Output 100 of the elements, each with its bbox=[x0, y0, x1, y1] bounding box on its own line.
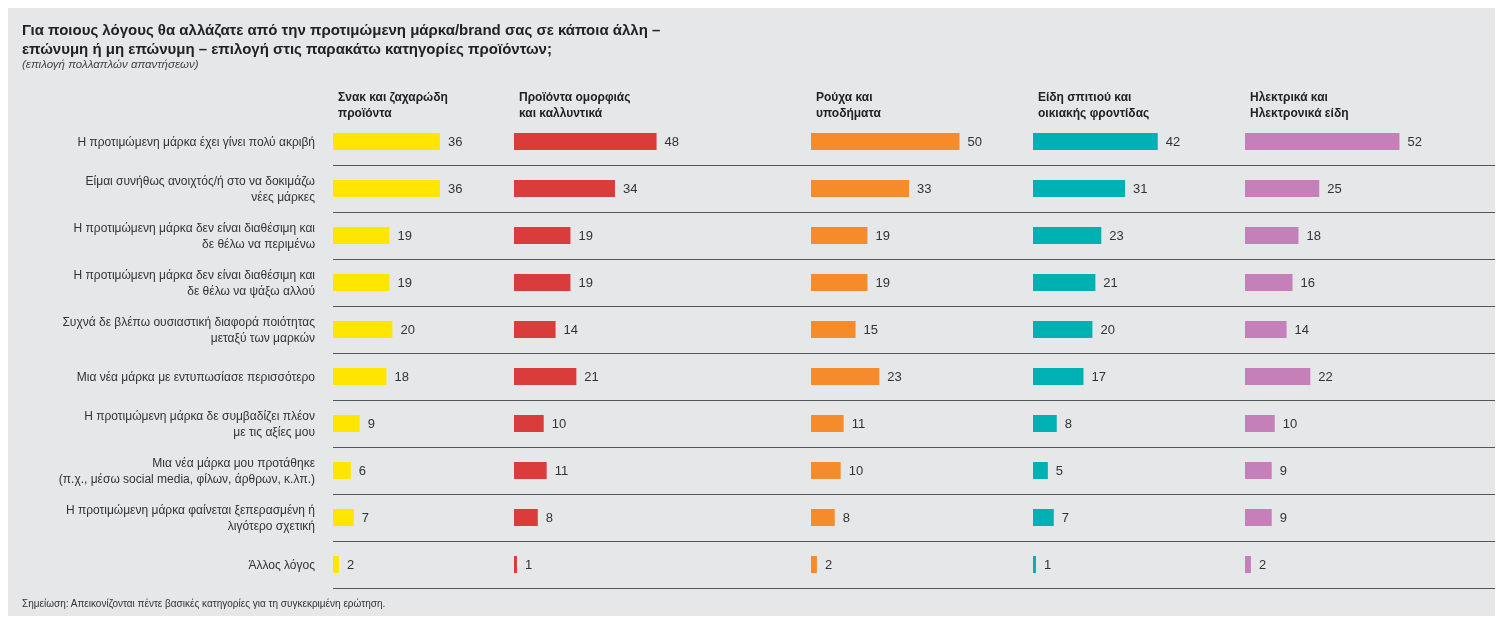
y-tick-label: Συχνά δε βλέπω ουσιαστική διαφορά ποιότητας μεταξύ των μαρκών bbox=[62, 314, 316, 345]
bar bbox=[811, 368, 880, 385]
data-label: 8 bbox=[1064, 416, 1072, 431]
data-label: 14 bbox=[563, 322, 579, 337]
data-label: 11 bbox=[851, 416, 866, 431]
bar bbox=[1033, 509, 1054, 526]
data-label: 15 bbox=[863, 322, 879, 337]
bar bbox=[811, 274, 868, 291]
bar bbox=[811, 415, 844, 432]
data-label: 11 bbox=[554, 463, 569, 478]
data-label: 1 bbox=[1043, 557, 1052, 572]
bar bbox=[514, 368, 577, 385]
data-label: 8 bbox=[545, 510, 553, 525]
bar bbox=[514, 509, 538, 526]
bar bbox=[1245, 180, 1320, 197]
y-tick-label: Μια νέα μάρκα μου προτάθηκε (π.χ., μέσω social media, φίλων, άρθρων, κ.λπ.) bbox=[58, 455, 316, 486]
data-label: 10 bbox=[551, 416, 567, 431]
bar bbox=[333, 415, 360, 432]
bar bbox=[514, 133, 657, 150]
data-label: 23 bbox=[887, 369, 902, 384]
data-label: 19 bbox=[875, 275, 890, 290]
bar bbox=[1033, 274, 1096, 291]
data-label: 21 bbox=[1103, 275, 1118, 290]
bar bbox=[514, 556, 517, 573]
data-label: 42 bbox=[1165, 134, 1181, 149]
data-label: 20 bbox=[400, 322, 415, 337]
bar bbox=[1245, 133, 1400, 150]
bar bbox=[811, 180, 910, 197]
bar bbox=[1033, 556, 1036, 573]
data-label: 9 bbox=[1279, 463, 1287, 478]
data-label: 9 bbox=[1279, 510, 1287, 525]
data-label: 6 bbox=[358, 463, 367, 478]
bar bbox=[1033, 321, 1093, 338]
data-label: 10 bbox=[848, 463, 864, 478]
bar bbox=[1245, 368, 1311, 385]
data-label: 14 bbox=[1294, 322, 1310, 337]
data-label: 34 bbox=[622, 181, 638, 196]
bar bbox=[333, 321, 393, 338]
data-label: 52 bbox=[1407, 134, 1422, 149]
bar bbox=[333, 180, 440, 197]
y-tick-label: Η προτιμώμενη μάρκα δεν είναι διαθέσιμη και δε θέλω να περιμένω bbox=[73, 220, 316, 251]
data-label: 19 bbox=[397, 275, 412, 290]
data-label: 2 bbox=[1258, 557, 1267, 572]
data-label: 36 bbox=[447, 134, 463, 149]
data-label: 5 bbox=[1055, 463, 1064, 478]
bar bbox=[811, 556, 817, 573]
data-label: 2 bbox=[346, 557, 355, 572]
y-tick-label: Άλλος λόγος bbox=[248, 557, 316, 572]
bar bbox=[514, 462, 547, 479]
y-tick-label: Μια νέα μάρκα με εντυπωσίασε περισσότερο bbox=[76, 369, 316, 384]
bar bbox=[1033, 180, 1126, 197]
bar bbox=[811, 227, 868, 244]
data-label: 19 bbox=[875, 228, 890, 243]
bar bbox=[1033, 415, 1057, 432]
bar bbox=[1245, 274, 1293, 291]
y-tick-label: Η προτιμώμενη μάρκα φαίνεται ξεπερασμένη ή λιγότερο σχετική bbox=[65, 502, 315, 533]
data-label: 20 bbox=[1100, 322, 1115, 337]
data-label: 31 bbox=[1133, 181, 1148, 196]
bar bbox=[514, 227, 571, 244]
bar bbox=[333, 274, 390, 291]
bar bbox=[1245, 321, 1287, 338]
bar bbox=[514, 180, 615, 197]
data-label: 18 bbox=[1306, 228, 1321, 243]
bar bbox=[811, 462, 841, 479]
data-label: 25 bbox=[1327, 181, 1342, 196]
bar bbox=[333, 133, 440, 150]
y-tick-label: Η προτιμώμενη μάρκα δε συμβαδίζει πλέον με τις αξίες μου bbox=[84, 408, 315, 439]
bar bbox=[1245, 227, 1299, 244]
bar bbox=[514, 415, 544, 432]
bar bbox=[514, 321, 556, 338]
data-label: 2 bbox=[824, 557, 833, 572]
data-label: 36 bbox=[447, 181, 463, 196]
text: Σημείωση: Απεικονίζονται πέντε βασικές κατηγορίες για τη συγκεκριμένη ερώτηση. bbox=[22, 598, 386, 610]
bar bbox=[333, 556, 339, 573]
bar bbox=[1245, 509, 1272, 526]
data-label: 21 bbox=[584, 369, 599, 384]
y-tick-label: Η προτιμώμενη μάρκα δεν είναι διαθέσιμη και δε θέλω να ψάξω αλλού bbox=[73, 267, 316, 298]
bar bbox=[1245, 462, 1272, 479]
bar bbox=[1033, 133, 1158, 150]
data-label: 18 bbox=[394, 369, 409, 384]
data-label: 9 bbox=[367, 416, 375, 431]
data-label: 33 bbox=[917, 181, 932, 196]
data-label: 16 bbox=[1300, 275, 1315, 290]
bar bbox=[811, 509, 835, 526]
data-label: 10 bbox=[1282, 416, 1298, 431]
chart-title: Ρούχα και υποδήματα bbox=[816, 90, 882, 120]
data-label: 7 bbox=[361, 510, 370, 525]
chart-title: Είδη σπιτιού και οικιακής φροντίδας bbox=[1038, 90, 1150, 120]
bar bbox=[514, 274, 571, 291]
chart-title: Σνακ και ζαχαρώδη προϊόντα bbox=[338, 90, 448, 120]
data-label: 48 bbox=[664, 134, 680, 149]
bar bbox=[333, 509, 354, 526]
bar bbox=[1245, 415, 1275, 432]
bar bbox=[333, 462, 351, 479]
data-label: 7 bbox=[1061, 510, 1070, 525]
bar bbox=[1245, 556, 1251, 573]
data-label: 19 bbox=[578, 275, 593, 290]
bar bbox=[811, 321, 856, 338]
chart-title: Προϊόντα ομορφιάς και καλλυντικά bbox=[519, 90, 631, 120]
data-label: 23 bbox=[1109, 228, 1124, 243]
